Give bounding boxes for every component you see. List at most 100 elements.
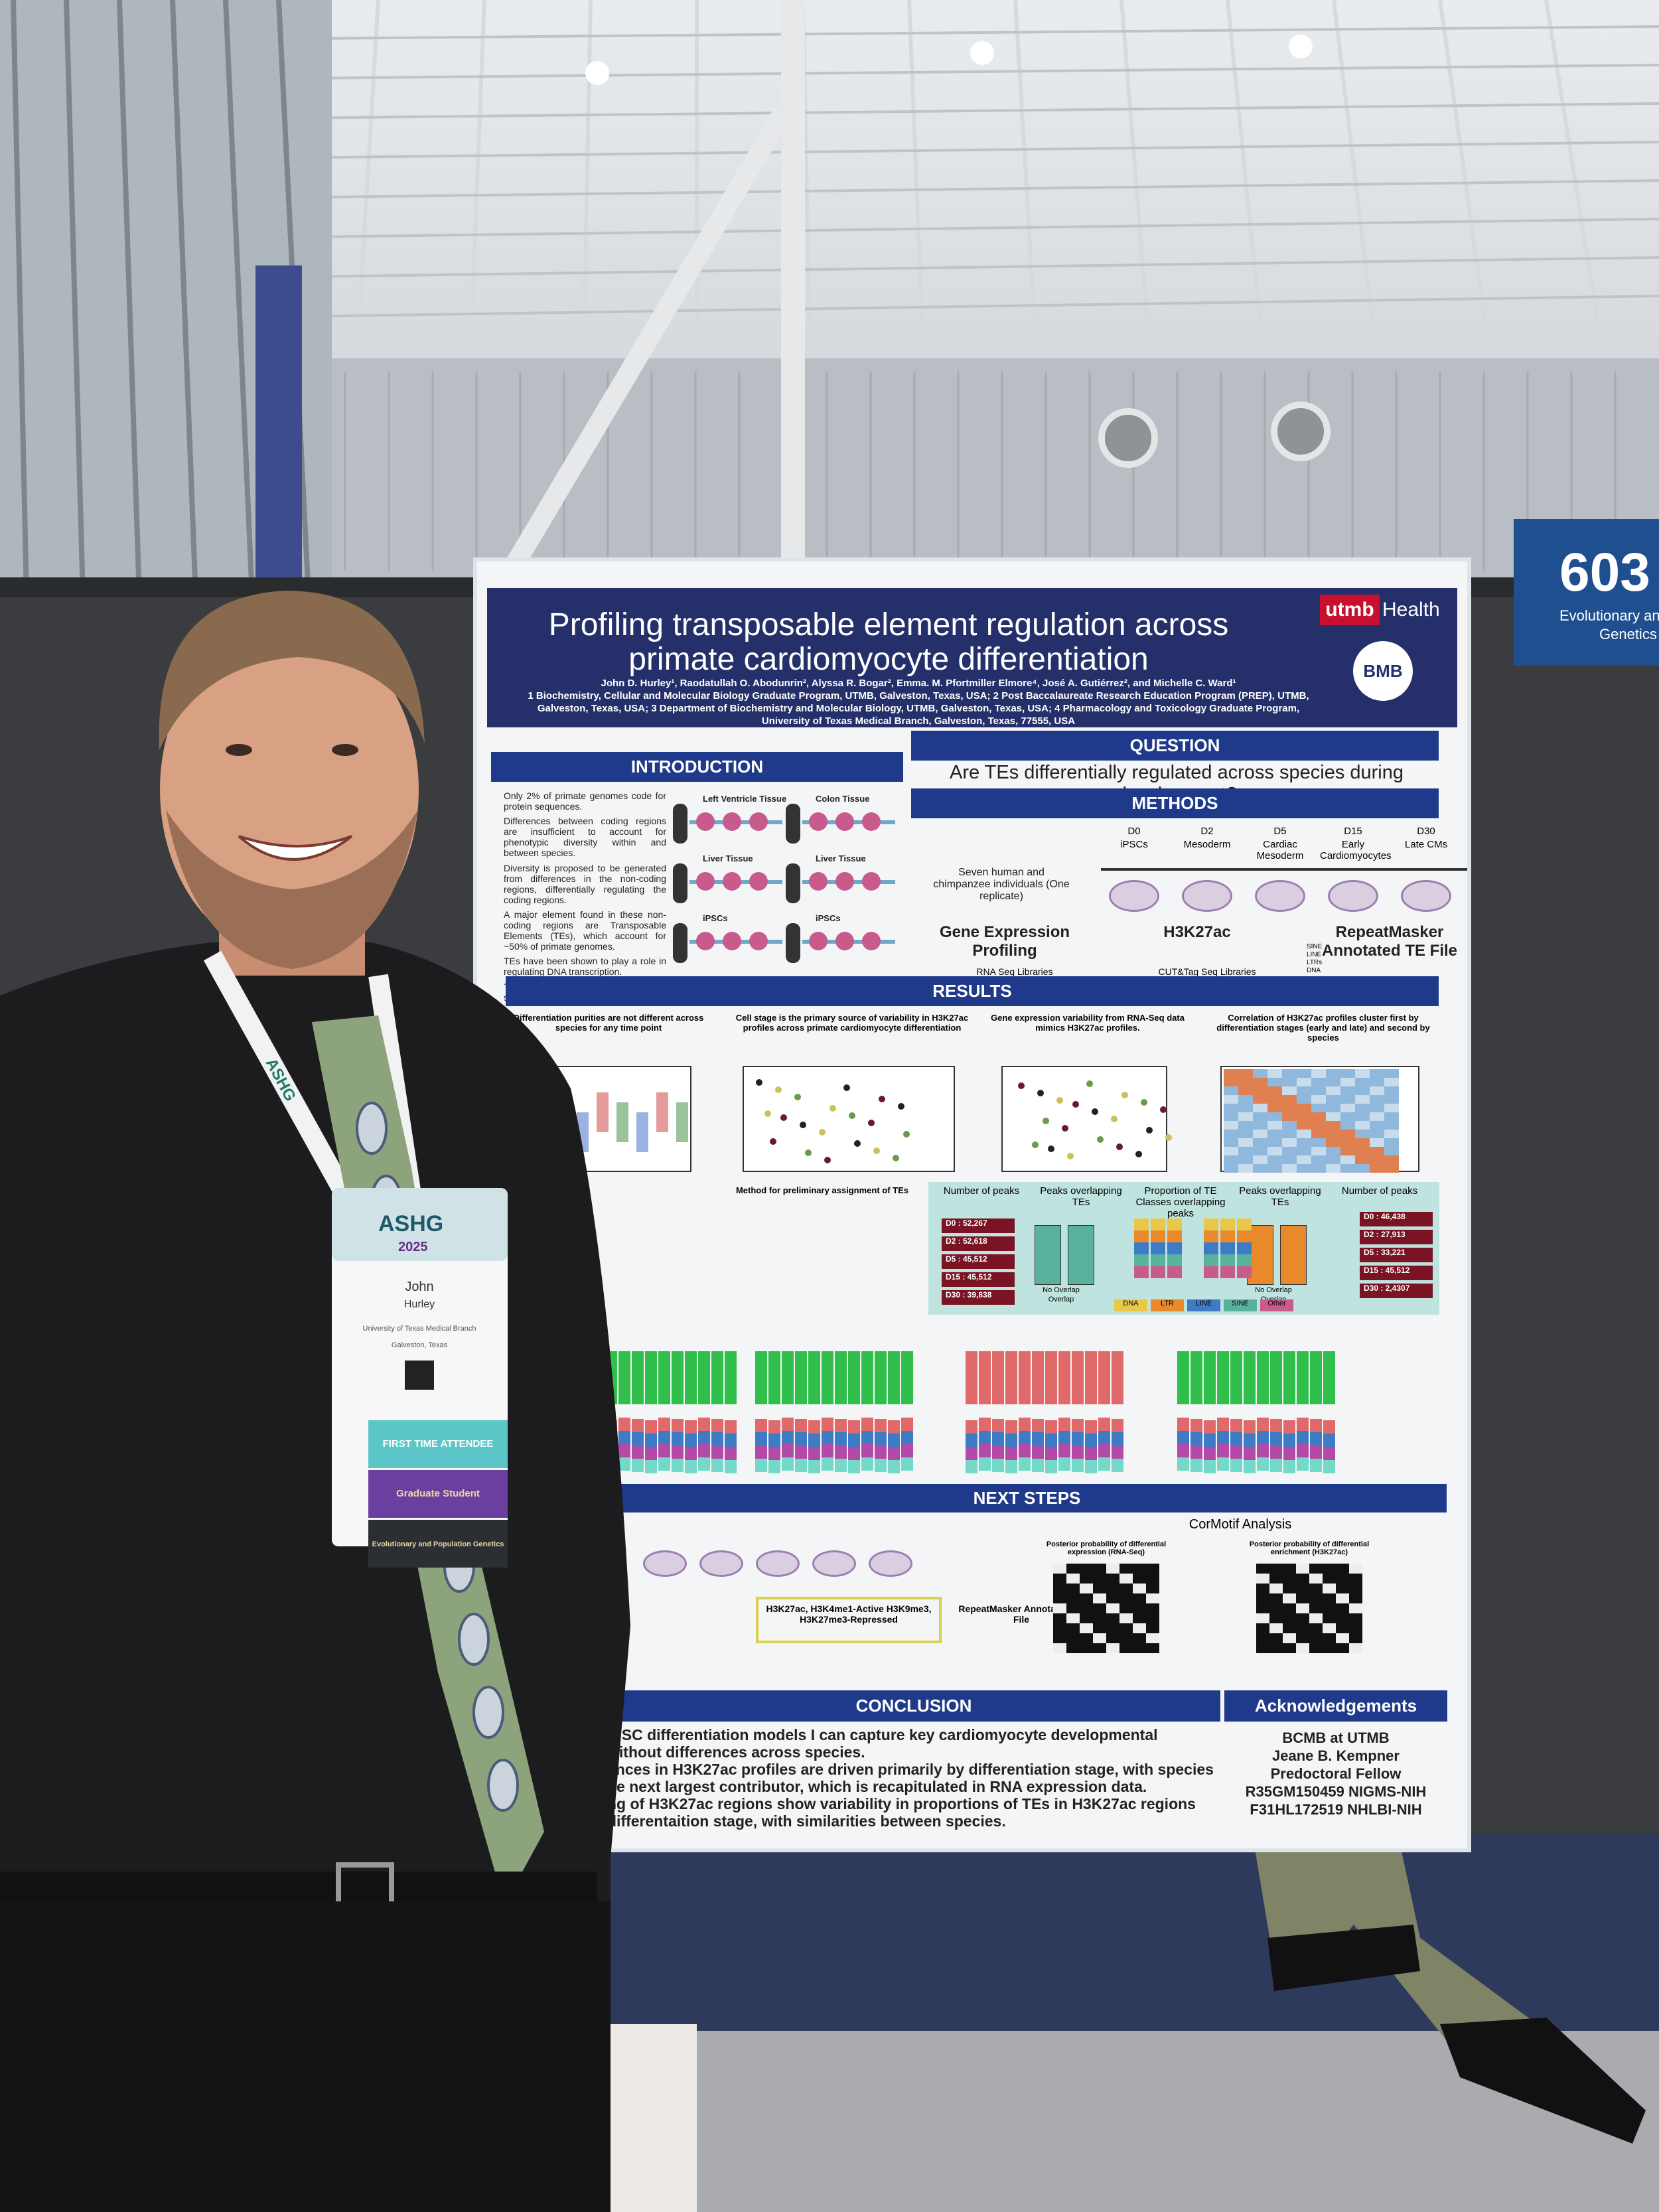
nucleosome — [835, 872, 854, 891]
intro-bullet: A major element found in these non-codin… — [504, 909, 666, 952]
heatmap-cell — [1297, 1069, 1311, 1078]
te-class-band — [1151, 1218, 1165, 1230]
stacked-bar-band — [1019, 1351, 1031, 1404]
scatter-dot — [873, 1147, 880, 1154]
stacked-bar-band — [755, 1419, 767, 1432]
motif-cell — [1323, 1574, 1336, 1584]
assay-label: H3K27ac — [1163, 923, 1231, 941]
stacked-bar-band — [822, 1351, 833, 1404]
motif-cell — [1256, 1564, 1269, 1574]
badge-header — [332, 1188, 508, 1261]
stacked-bar-band — [875, 1432, 887, 1445]
scatter-dot — [780, 1114, 787, 1121]
motif-cell — [1349, 1633, 1362, 1643]
beam — [165, 64, 1659, 81]
heatmap-cell — [1340, 1138, 1355, 1147]
stacked-bar-band — [755, 1432, 767, 1445]
heatmap-cell — [1340, 1069, 1355, 1078]
motif-cell — [1336, 1633, 1349, 1643]
motif-cell — [1269, 1603, 1283, 1613]
stacked-bar-band — [1217, 1431, 1229, 1444]
stacked-bar-band — [1270, 1459, 1282, 1472]
heatmap-cell — [1282, 1155, 1297, 1164]
figure-icon — [786, 863, 800, 903]
stacked-bar-band — [979, 1351, 991, 1404]
heatmap-cell — [1282, 1104, 1297, 1112]
heatmap-cell — [1224, 1112, 1238, 1121]
heatmap-cell — [1224, 1121, 1238, 1130]
stacked-bar-band — [1230, 1432, 1242, 1445]
panel-title: Differentiation purities are not differe… — [513, 1013, 704, 1033]
heatmap-cell — [1355, 1112, 1370, 1121]
scatter-dot — [849, 1112, 855, 1119]
badge-location: Galveston, Texas — [392, 1341, 448, 1349]
motif-cell — [1296, 1593, 1309, 1603]
motif-cell — [1066, 1643, 1080, 1653]
stacked-bar-band — [1072, 1459, 1084, 1472]
badge-qr — [405, 1361, 434, 1390]
nucleosome — [696, 812, 715, 831]
heatmap-cell — [1267, 1086, 1282, 1095]
heatmap-cell — [1370, 1104, 1384, 1112]
motif-cell — [1269, 1633, 1283, 1643]
beard — [166, 810, 418, 969]
heatmap-cell — [1384, 1069, 1399, 1078]
motif-cell — [1093, 1603, 1106, 1613]
heatmap-cell — [1311, 1086, 1326, 1095]
stacked-bar-band — [1217, 1351, 1229, 1404]
nucleosome — [723, 932, 741, 950]
back-wall — [332, 358, 1659, 577]
motif-cell — [1119, 1564, 1133, 1574]
te-class-band — [1204, 1242, 1218, 1254]
badge-ribbon — [368, 1470, 508, 1518]
stacked-bar-band — [1177, 1457, 1189, 1471]
heatmap-cell — [1384, 1147, 1399, 1155]
nucleosome — [809, 872, 828, 891]
heatmap-cell — [1311, 1147, 1326, 1155]
stacked-bar-band — [848, 1460, 860, 1473]
window-mullion — [117, 0, 142, 598]
scatter-dot — [898, 1103, 904, 1110]
tissue-label: Left Ventricle Tissue — [703, 794, 787, 804]
stacked-bar-band — [725, 1434, 737, 1447]
stacked-bar-band — [808, 1351, 820, 1404]
stacked-bar-band — [1098, 1457, 1110, 1471]
motif-cell — [1066, 1574, 1080, 1584]
heatmap-cell — [1297, 1086, 1311, 1095]
banner — [255, 265, 302, 577]
stacked-bar-band — [645, 1460, 657, 1473]
peak-header: Peaks overlapping TEs — [1040, 1185, 1122, 1208]
stacked-bar-band — [1019, 1457, 1031, 1471]
lanyard — [203, 950, 354, 1200]
tie-paisley — [356, 1102, 388, 1155]
motif-cell — [1323, 1633, 1336, 1643]
stacked-bar-band — [1032, 1432, 1044, 1445]
stacked-bar-band — [1283, 1447, 1295, 1460]
stage-dish — [1109, 880, 1159, 912]
beam — [165, 102, 1659, 121]
stacked-bar-band — [1072, 1445, 1084, 1459]
motif-cell — [1066, 1564, 1080, 1574]
stacked-bar-band — [1098, 1351, 1110, 1404]
stacked-bar-band — [1323, 1447, 1335, 1460]
section-heading: METHODS — [911, 788, 1439, 818]
motif-cell — [1106, 1584, 1119, 1593]
stacked-bar-band — [1112, 1419, 1123, 1432]
heatmap-cell — [1297, 1147, 1311, 1155]
scatter-dot — [1135, 1151, 1142, 1157]
stacked-bar-band — [795, 1445, 807, 1459]
motif-cell — [1323, 1643, 1336, 1653]
overlap-label: No Overlap — [1043, 1286, 1080, 1294]
stacked-bar-band — [1244, 1434, 1256, 1447]
conclusion-line: without differences across species. — [607, 1743, 865, 1761]
heatmap-cell — [1224, 1138, 1238, 1147]
stacked-bar-band — [618, 1351, 630, 1404]
badge-first-name: John — [405, 1280, 433, 1294]
peak-count: D15 : 45,512 — [1360, 1266, 1433, 1280]
heatmap-cell — [1370, 1164, 1384, 1173]
motif-cell — [1119, 1623, 1133, 1633]
heatmap-cell — [1340, 1164, 1355, 1173]
motif-cell — [1323, 1584, 1336, 1593]
stacked-bar-band — [711, 1432, 723, 1445]
acknowledgement-line: Jeane B. Kempner — [1272, 1747, 1400, 1764]
